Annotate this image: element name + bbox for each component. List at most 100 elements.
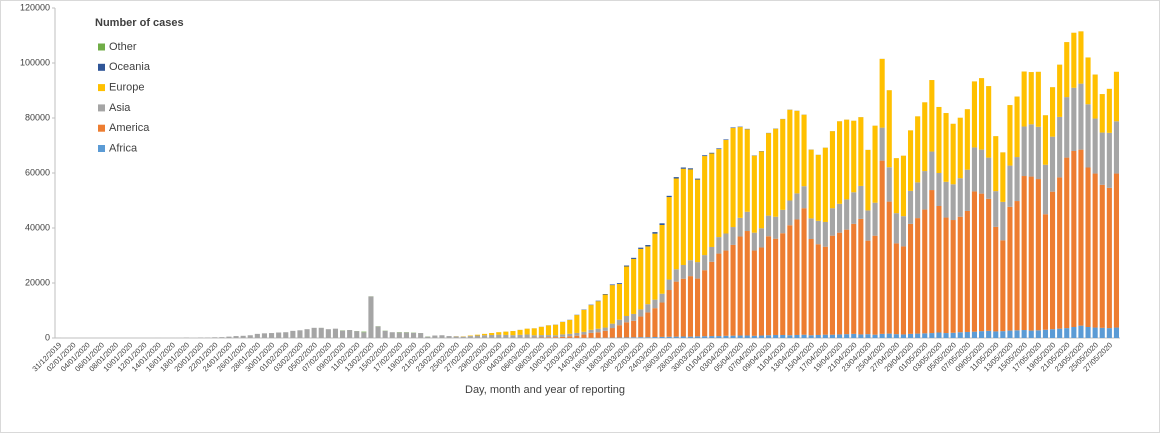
bar-segment <box>730 127 735 128</box>
bar-segment <box>383 331 388 338</box>
bar-segment <box>816 155 821 221</box>
bar-segment <box>212 337 217 338</box>
bar-segment <box>659 337 664 338</box>
bar-segment <box>652 337 657 338</box>
bar-segment <box>738 127 743 218</box>
bar-segment <box>461 337 466 338</box>
bar-segment <box>773 129 778 217</box>
bar-segment <box>624 316 629 322</box>
bar-segment <box>390 332 395 338</box>
bar-segment <box>730 245 735 336</box>
bar-segment <box>915 182 920 218</box>
bar-segment <box>553 335 558 337</box>
bar-segment <box>702 155 707 156</box>
bar-segment <box>979 150 984 194</box>
bar-segment <box>1014 201 1019 330</box>
y-tick-label: 20000 <box>25 277 50 287</box>
bar-segment <box>943 218 948 333</box>
bar-segment <box>411 333 416 338</box>
bar-segment <box>1022 127 1027 176</box>
bar-segment <box>297 330 302 338</box>
bar-segment <box>723 251 728 336</box>
bar-segment <box>560 337 565 338</box>
bar-segment <box>816 335 821 338</box>
bar-segment <box>525 329 530 335</box>
bar-segment <box>354 331 359 338</box>
bar-segment <box>1064 158 1069 329</box>
bar-segment <box>1064 42 1069 97</box>
bar-segment <box>567 334 572 336</box>
bar-segment <box>972 147 977 191</box>
bar-segment <box>993 136 998 191</box>
bar-segment <box>581 310 586 332</box>
bar-segment <box>539 335 544 337</box>
y-tick-label: 120000 <box>20 2 50 12</box>
bar-segment <box>929 152 934 191</box>
bar-segment <box>858 219 863 334</box>
bar-segment <box>674 337 679 338</box>
bar-segment <box>993 331 998 338</box>
bar-segment <box>681 168 686 169</box>
bar-segment <box>617 325 622 337</box>
bar-segment <box>844 120 849 200</box>
bar-segment <box>1085 168 1090 328</box>
bar-segment <box>943 333 948 338</box>
bar-segment <box>581 332 586 335</box>
bar-segment <box>1100 133 1105 185</box>
bar-segment <box>958 178 963 217</box>
bar-segment <box>780 233 785 335</box>
bar-segment <box>915 218 920 334</box>
bar-segment <box>794 193 799 219</box>
bar-segment <box>482 335 487 338</box>
bar-segment <box>1043 165 1048 215</box>
bar-segment <box>702 270 707 336</box>
bar-segment <box>617 283 622 284</box>
bar-segment <box>517 335 522 338</box>
bar-segment <box>766 216 771 237</box>
bar-segment <box>894 334 899 338</box>
bar-segment <box>979 331 984 338</box>
bar-segment <box>752 233 757 251</box>
bar-segment <box>872 126 877 203</box>
bar-segment <box>951 220 956 333</box>
bar-segment <box>667 196 672 197</box>
bar-segment <box>1100 328 1105 338</box>
bar-segment <box>503 335 508 338</box>
bar-segment <box>1085 327 1090 338</box>
bar-segment <box>510 335 515 338</box>
bar-segment <box>617 284 622 320</box>
bar-segment <box>738 237 743 336</box>
bar-segment <box>659 225 664 294</box>
bar-segment <box>951 124 956 184</box>
bar-segment <box>1057 329 1062 338</box>
bar-segment <box>439 335 444 338</box>
bar-segment <box>922 333 927 338</box>
bar-segment <box>858 334 863 338</box>
bar-segment <box>1000 152 1005 202</box>
bar-segment <box>979 194 984 332</box>
bar-segment <box>958 217 963 333</box>
bar-segment <box>851 334 856 338</box>
bar-segment <box>574 333 579 336</box>
y-tick-label: 80000 <box>25 112 50 122</box>
bar-segment <box>596 301 601 329</box>
bar-segment <box>908 130 913 191</box>
y-tick-label: 40000 <box>25 222 50 232</box>
bar-segment <box>361 332 366 338</box>
bar-segment <box>723 139 728 140</box>
bar-segment <box>851 224 856 334</box>
bar-segment <box>709 153 714 154</box>
bar-segment <box>929 80 934 152</box>
bar-segment <box>659 294 664 303</box>
bar-segment <box>723 336 728 338</box>
bar-segment <box>801 115 806 187</box>
bar-segment <box>1064 328 1069 338</box>
bar-segment <box>745 336 750 338</box>
bar-segment <box>1064 97 1069 158</box>
bar-segment <box>319 328 324 338</box>
bar-segment <box>652 232 657 234</box>
bar-segment <box>1093 328 1098 338</box>
bar-segment <box>844 230 849 335</box>
bar-segment <box>596 329 601 333</box>
bar-segment <box>716 149 721 237</box>
